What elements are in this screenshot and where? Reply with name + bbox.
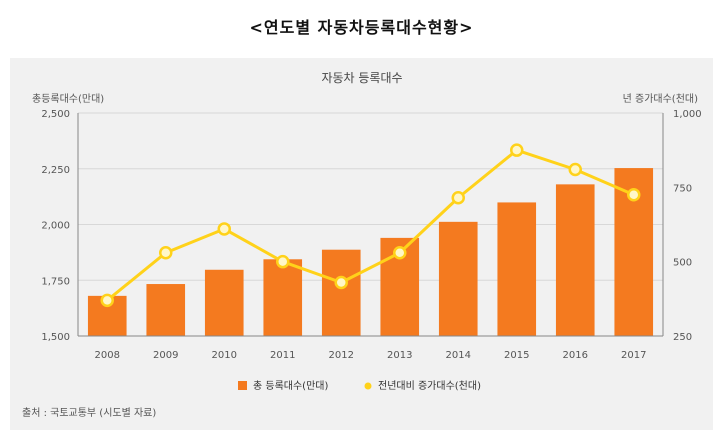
x-tick-label: 2014 [446, 350, 471, 361]
left-axis-label: 총등록대수(만대) [32, 93, 104, 105]
legend: 총 등록대수(만대) 전년대비 증가대수(천대) [238, 380, 481, 392]
line-point [334, 275, 348, 290]
line-point [100, 293, 114, 308]
x-tick-label: 2015 [504, 350, 529, 361]
source-note: 출처 : 국토교통부 (시도별 자료) [22, 408, 157, 419]
right-tick-label: 500 [673, 258, 692, 269]
bar [204, 269, 244, 336]
legend-bar-swatch [238, 381, 247, 390]
line-point [159, 245, 173, 260]
bar [555, 184, 595, 336]
line-path [106, 148, 635, 302]
x-tick-label: 2010 [212, 350, 237, 361]
legend-line-marker [364, 382, 372, 390]
right-tick-label: 1,000 [673, 109, 702, 120]
bar [146, 284, 186, 336]
bar [438, 221, 478, 336]
left-tick-label: 2,000 [41, 221, 70, 232]
page-title: <연도별 자동차등록대수현황> [249, 18, 474, 37]
right-tick-label: 250 [673, 332, 692, 343]
line-point [568, 162, 582, 177]
line-series [100, 143, 641, 308]
bar [321, 249, 361, 336]
x-tick-label: 2012 [329, 350, 354, 361]
bar [263, 259, 303, 336]
legend-line-label: 전년대비 증가대수(천대) [378, 380, 481, 392]
line-point [393, 245, 407, 260]
right-tick-label: 750 [673, 183, 692, 194]
x-tick-label: 2013 [387, 350, 412, 361]
x-tick-label: 2011 [270, 350, 295, 361]
x-tick-label: 2009 [153, 350, 178, 361]
chart-panel [10, 58, 713, 430]
x-tick-label: 2008 [95, 350, 120, 361]
legend-bar-label: 총 등록대수(만대) [253, 380, 328, 392]
x-tick-label: 2016 [563, 350, 588, 361]
left-tick-label: 2,250 [41, 165, 70, 176]
axes: 2,500 2,250 2,000 1,750 1,500 1,000 750 500 250 2… [41, 109, 701, 361]
left-tick-label: 1,500 [41, 332, 70, 343]
bar-series [87, 168, 654, 336]
left-tick-label: 2,500 [41, 109, 70, 120]
line-point [627, 188, 641, 202]
line-point [510, 143, 524, 157]
line-point [217, 222, 231, 236]
chart-title: 자동차 등록대수 [321, 71, 402, 85]
bar [497, 202, 537, 336]
x-tick-label: 2017 [621, 350, 646, 361]
left-tick-label: 1,750 [41, 276, 70, 287]
line-point [276, 254, 290, 269]
line-point [451, 190, 465, 205]
right-axis-label: 년 증가대수(천대) [623, 93, 698, 105]
